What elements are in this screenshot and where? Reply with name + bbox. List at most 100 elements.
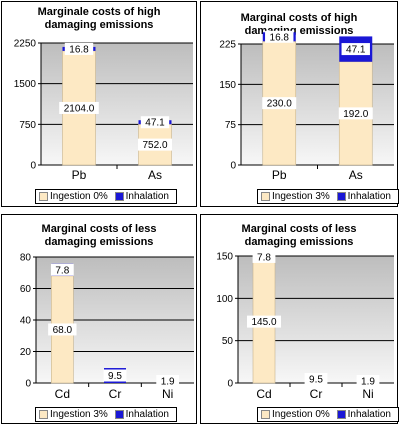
chart-title: Marginal costs of less damaging emission…: [41, 223, 157, 248]
data-label-inhalation: 47.1: [346, 45, 366, 56]
y-tick-label: 60: [20, 284, 32, 295]
data-label-inhalation: 9.5: [309, 374, 323, 385]
chart-panel-3: Marginal costs of less damaging emission…: [1, 214, 197, 424]
x-category-label: Cr: [109, 387, 122, 401]
y-tick-label: 40: [20, 316, 32, 327]
chart-panel-4: Marginal costs of less damaging emission…: [200, 214, 399, 424]
bar-group: 9.5: [304, 372, 328, 385]
bar-group: 2104.0 16.8: [59, 42, 99, 166]
legend-label-inhalation: Inhalation: [125, 409, 169, 420]
bar-group: 9.5: [103, 368, 127, 383]
y-tick-label: 50: [222, 336, 234, 347]
chart-legend: Ingestion 3% Inhalation: [35, 407, 177, 423]
data-label-ingestion-bg: [59, 101, 99, 114]
x-category-label: Pb: [72, 168, 87, 182]
legend-swatch-inhalation: [336, 410, 346, 419]
legend-label-ingestion: Ingestion 3%: [272, 191, 330, 202]
chart-legend: Ingestion 0% Inhalation: [257, 407, 399, 423]
data-label-ingestion: 752.0: [142, 140, 167, 151]
data-label-inhalation: 1.9: [161, 377, 175, 388]
legend-label-inhalation: Inhalation: [347, 191, 391, 202]
legend-swatch-ingestion: [39, 192, 48, 201]
legend-swatch-inhalation: [114, 410, 124, 419]
bar-group: 192.0 47.1: [338, 36, 373, 166]
x-category-label: As: [349, 168, 363, 182]
bar-group: 68.0 7.8: [48, 263, 77, 384]
data-label-inhalation-bg: [156, 375, 180, 387]
chart-plot: 0 20 40 60 80 68.0 7.8 Cd 9.5 Cr 1.9Ni: [20, 253, 194, 401]
chart-legend: Ingestion 0% Inhalation: [35, 189, 177, 205]
x-category-label: Ni: [162, 387, 173, 401]
data-label-inhalation-bg: [50, 263, 74, 276]
chart-plot: 0 50 100 150 145.0 7.8 Cd 9.5 Cr 1.9Ni: [216, 250, 394, 401]
data-label-inhalation-bg: [140, 116, 170, 129]
legend-swatch-inhalation: [336, 192, 346, 201]
y-tick-label: 80: [20, 253, 32, 264]
data-label-ingestion-bg: [338, 107, 373, 120]
bar-group: 145.0 7.8: [247, 250, 281, 384]
y-tick-label: 225: [219, 40, 236, 51]
data-label-inhalation: 7.8: [257, 252, 271, 263]
y-tick-label: 0: [30, 161, 36, 172]
data-label-inhalation: 16.8: [69, 44, 89, 55]
data-label-inhalation: 47.1: [145, 118, 165, 129]
legend-label-ingestion: Ingestion 3%: [50, 409, 108, 420]
data-label-inhalation: 16.8: [270, 32, 290, 43]
x-category-label: As: [148, 168, 162, 182]
chart-title: Marginal costs of less damaging emission…: [241, 223, 357, 248]
x-category-label: Cd: [256, 387, 271, 401]
bar-group: 1.9: [356, 375, 380, 388]
bar-group: 752.0 47.1: [138, 116, 172, 166]
data-label-ingestion: 145.0: [251, 317, 276, 328]
data-label-inhalation-bg: [252, 250, 276, 263]
data-label-ingestion: 230.0: [267, 99, 292, 110]
data-label-inhalation: 9.5: [108, 371, 122, 382]
y-tick-label: 20: [20, 347, 32, 358]
x-category-label: Cd: [55, 387, 70, 401]
chart-panel-2: Marginal costs of high damaging emission…: [200, 1, 399, 207]
data-label-ingestion-bg: [48, 323, 77, 336]
data-label-ingestion-bg: [247, 315, 281, 328]
y-tick-label: 750: [19, 120, 36, 131]
data-label-inhalation-bg: [64, 42, 94, 55]
y-tick-label: 100: [216, 294, 233, 305]
legend-label-inhalation: Inhalation: [347, 409, 391, 420]
legend-swatch-ingestion: [39, 410, 48, 419]
data-label-ingestion: 68.0: [53, 325, 73, 336]
legend-swatch-inhalation: [114, 192, 124, 201]
y-tick-label: 75: [225, 120, 237, 131]
data-label-inhalation-bg: [265, 30, 294, 43]
data-label-inhalation-bg: [341, 43, 370, 56]
chart-legend: Ingestion 3% Inhalation: [257, 189, 399, 205]
bar-group: 230.0 16.8: [262, 30, 297, 166]
legend-label-inhalation: Inhalation: [125, 191, 169, 202]
y-tick-label: 150: [216, 252, 233, 263]
legend-swatch-ingestion: [261, 192, 270, 201]
data-label-ingestion: 2104.0: [64, 103, 95, 114]
y-tick-label: 0: [25, 379, 31, 390]
data-label-inhalation: 7.8: [55, 265, 69, 276]
y-tick-label: 2250: [14, 39, 37, 50]
x-category-label: Cr: [310, 387, 323, 401]
data-label-inhalation-bg: [304, 372, 328, 385]
data-label-ingestion-bg: [138, 138, 172, 151]
data-label-inhalation-bg: [356, 375, 380, 387]
legend-label-ingestion: Ingestion 0%: [50, 191, 108, 202]
x-category-label: Pb: [272, 168, 287, 182]
y-tick-label: 150: [219, 80, 236, 91]
y-tick-label: 1500: [14, 79, 37, 90]
chart-panel-1: Marginale costs of high damaging emissio…: [1, 1, 197, 207]
chart-title: Marginale costs of high damaging emissio…: [37, 6, 161, 31]
y-tick-label: 0: [230, 161, 236, 172]
data-label-inhalation-bg: [103, 369, 127, 382]
data-label-inhalation: 1.9: [361, 377, 375, 388]
chart-plot: 0 750 1500 2250 2104.0 16.8 Pb 752.0 47.1 As: [14, 39, 193, 182]
legend-label-ingestion: Ingestion 0%: [272, 409, 330, 420]
y-tick-label: 0: [227, 379, 233, 390]
data-label-ingestion-bg: [262, 97, 297, 110]
chart-plot: 0 75 150 225 230.0 16.8 Pb 192.0 47.1 As: [219, 30, 394, 182]
bar-group: 1.9: [156, 375, 180, 388]
x-category-label: Ni: [362, 387, 373, 401]
data-label-ingestion: 192.0: [343, 109, 368, 120]
legend-swatch-ingestion: [261, 410, 270, 419]
